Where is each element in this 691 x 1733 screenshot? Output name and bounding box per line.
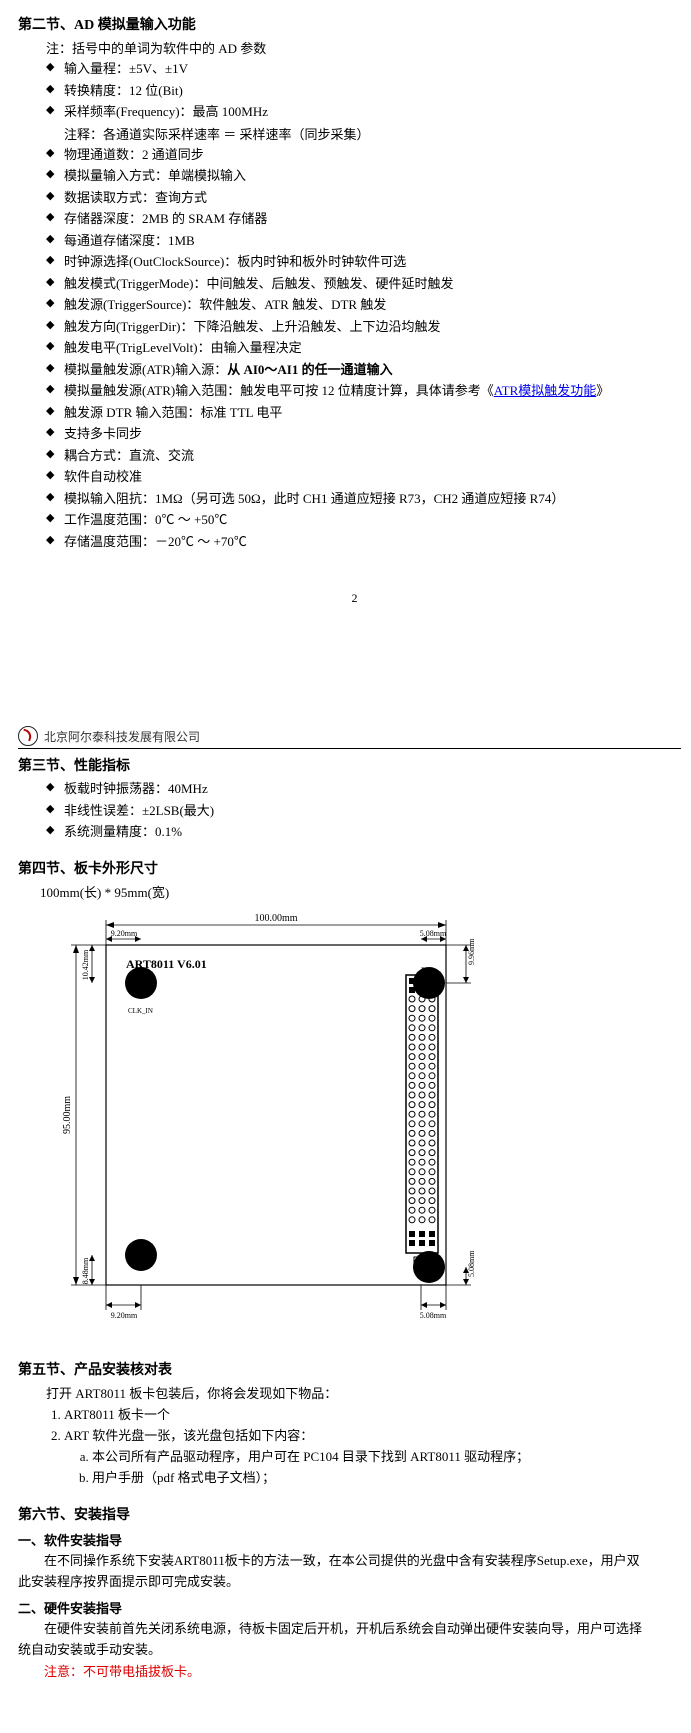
dim-top: 100.00mm: [254, 913, 297, 924]
section5-list: ART8011 板卡一个 ART 软件光盘一张，该光盘包括如下内容： 本公司所有…: [64, 1404, 691, 1486]
dim-left-main: 95.00mm: [62, 1095, 73, 1133]
s2-item: 触发方向(TriggerDir)：下降沿触发、上升沿触发、上下边沿均触发: [46, 317, 691, 337]
s5-item-text: ART8011 板卡一个: [64, 1407, 170, 1422]
section6-p1b: 此安装程序按界面提示即可完成安装。: [18, 1572, 691, 1592]
s2-item-atr-range: 模拟量触发源(ATR)输入范围：触发电平可按 12 位精度计算，具体请参考《AT…: [46, 381, 691, 401]
s3-item: 系统测量精度：0.1%: [46, 822, 691, 842]
s2-item: 转换精度：12 位(Bit): [46, 81, 691, 101]
dim-right-lower: 5.08mm: [467, 1249, 476, 1276]
page-number: 2: [18, 591, 691, 606]
section6-title: 第六节、安装指导: [18, 1504, 691, 1524]
section6-p2a: 在硬件安装前首先关闭系统电源，待板卡固定后开机，开机后系统会自动弹出硬件安装向导…: [18, 1619, 691, 1639]
section6-h2: 二、硬件安装指导: [18, 1598, 691, 1617]
s2-item: 每通道存储深度：1MB: [46, 231, 691, 251]
atr-link[interactable]: ATR模拟触发功能: [494, 383, 597, 398]
s5-subitem: 用户手册（pdf 格式电子文档）；: [92, 1467, 691, 1486]
s2-item-atr-tail: 》: [596, 383, 609, 398]
clk-label: CLK_IN: [128, 1007, 153, 1015]
section2-note: 注：括号中的单词为软件中的 AD 参数: [46, 38, 691, 57]
logo-icon: [18, 726, 38, 746]
section3-title: 第三节、性能指标: [18, 755, 691, 775]
section3-list: 板载时钟振荡器：40MHz 非线性误差：±2LSB(最大) 系统测量精度：0.1…: [46, 779, 691, 842]
dim-left-upper: 10.42mm: [81, 949, 90, 980]
section4-title: 第四节、板卡外形尺寸: [18, 858, 691, 878]
s3-item: 非线性误差：±2LSB(最大): [46, 801, 691, 821]
s2-item: 支持多卡同步: [46, 424, 691, 444]
s2-item: 触发源(TriggerSource)：软件触发、ATR 触发、DTR 触发: [46, 295, 691, 315]
section5-sublist: 本公司所有产品驱动程序，用户可在 PC104 目录下找到 ART8011 驱动程…: [92, 1446, 691, 1486]
section6-p2b: 统自动安装或手动安装。: [18, 1640, 691, 1660]
s5-subitem: 本公司所有产品驱动程序，用户可在 PC104 目录下找到 ART8011 驱动程…: [92, 1446, 691, 1465]
page-header: 北京阿尔泰科技发展有限公司: [18, 726, 681, 749]
s2-item-atr-src-pre: 模拟量触发源(ATR)输入源：: [64, 362, 227, 377]
s2-item: 耦合方式：直流、交流: [46, 446, 691, 466]
dim-right-upper: 9.96mm: [467, 937, 476, 964]
dim-left-lower: 8.48mm: [81, 1257, 90, 1284]
s2-item: 软件自动校准: [46, 467, 691, 487]
s2-item-atr-range-text: 模拟量触发源(ATR)输入范围：触发电平可按 12 位精度计算，具体请参考《: [64, 383, 494, 398]
section5-intro: 打开 ART8011 板卡包装后，你将会发现如下物品：: [46, 1383, 691, 1402]
s2-item: 模拟输入阻抗：1MΩ（另可选 50Ω，此时 CH1 通道应短接 R73，CH2 …: [46, 489, 691, 509]
board-diagram: 100.00mm 9.20mm 5.08mm 95.00mm 10.42mm 8…: [46, 905, 486, 1345]
s5-item: ART 软件光盘一张，该光盘包括如下内容： 本公司所有产品驱动程序，用户可在 P…: [64, 1425, 691, 1486]
section6-h1: 一、软件安装指导: [18, 1530, 691, 1549]
s2-item: 存储温度范围：－20℃ ～ +70℃: [46, 532, 691, 552]
s2-item: 模拟量输入方式：单端模拟输入: [46, 166, 691, 186]
s2-item: 工作温度范围：0℃ ～ +50℃: [46, 510, 691, 530]
s2-item: 输入量程：±5V、±1V: [46, 59, 691, 79]
s2-item-atr-src-bold: 从 AI0～AI1 的任一通道输入: [227, 362, 392, 377]
dim-tl-inner: 9.20mm: [111, 929, 138, 938]
s2-item: 触发模式(TriggerMode)：中间触发、后触发、预触发、硬件延时触发: [46, 274, 691, 294]
dim-bl: 9.20mm: [111, 1311, 138, 1320]
page-break: [18, 636, 691, 726]
dim-tr-inner: 5.08mm: [420, 929, 447, 938]
s5-item-text: ART 软件光盘一张，该光盘包括如下内容：: [64, 1428, 313, 1443]
s2-item-bold: 模拟量触发源(ATR)输入源：从 AI0～AI1 的任一通道输入: [46, 360, 691, 380]
s2-item: 采样频率(Frequency)：最高 100MHz: [46, 102, 691, 122]
s2-item: 时钟源选择(OutClockSource)：板内时钟和板外时钟软件可选: [46, 252, 691, 272]
s2-item: 物理通道数：2 通道同步: [46, 145, 691, 165]
section5-title: 第五节、产品安装核对表: [18, 1359, 691, 1379]
s5-item: ART8011 板卡一个: [64, 1404, 691, 1423]
section2-list: 输入量程：±5V、±1V 转换精度：12 位(Bit) 采样频率(Frequen…: [46, 59, 691, 122]
connector-label: P1: [421, 966, 429, 975]
s2-item: 触发电平(TrigLevelVolt)：由输入量程决定: [46, 338, 691, 358]
s3-item: 板载时钟振荡器：40MHz: [46, 779, 691, 799]
section4-dim: 100mm(长) * 95mm(宽): [40, 882, 691, 901]
s2-item: 触发源 DTR 输入范围：标准 TTL 电平: [46, 403, 691, 423]
section2-title: 第二节、AD 模拟量输入功能: [18, 14, 691, 34]
company-name: 北京阿尔泰科技发展有限公司: [44, 728, 200, 745]
s2-freq-subnote: 注释：各通道实际采样速率 ＝ 采样速率（同步采集）: [64, 124, 691, 143]
section6-p1a: 在不同操作系统下安装ART8011板卡的方法一致，在本公司提供的光盘中含有安装程…: [18, 1551, 691, 1571]
s2-item: 数据读取方式：查询方式: [46, 188, 691, 208]
section6-warn: 注意：不可带电插拔板卡。: [18, 1662, 691, 1682]
section2-list-cont: 物理通道数：2 通道同步 模拟量输入方式：单端模拟输入 数据读取方式：查询方式 …: [46, 145, 691, 552]
s2-item: 存储器深度：2MB 的 SRAM 存储器: [46, 209, 691, 229]
connector-rows: [409, 978, 435, 1246]
dim-br: 5.08mm: [420, 1311, 447, 1320]
